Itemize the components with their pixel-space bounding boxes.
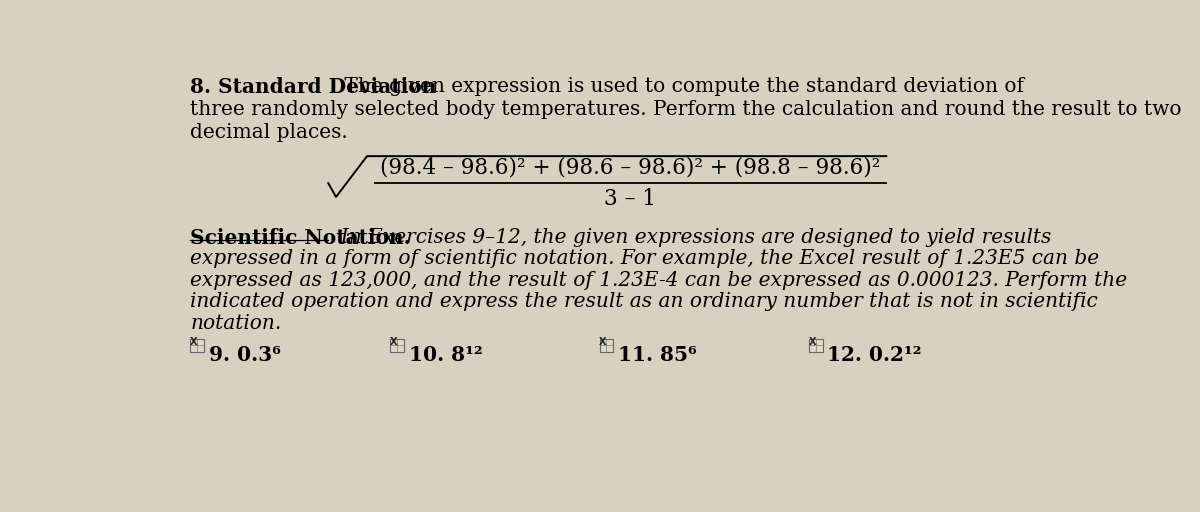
Text: 11. 85⁶: 11. 85⁶ <box>618 345 697 365</box>
Text: The given expression is used to compute the standard deviation of: The given expression is used to compute … <box>337 77 1024 96</box>
Text: (98.4 – 98.6)² + (98.6 – 98.6)² + (98.8 – 98.6)²: (98.4 – 98.6)² + (98.6 – 98.6)² + (98.8 … <box>380 157 881 179</box>
Text: X: X <box>809 337 816 347</box>
Text: decimal places.: decimal places. <box>191 123 348 142</box>
Text: 12. 0.2¹²: 12. 0.2¹² <box>827 345 922 365</box>
Text: 8. Standard Deviation: 8. Standard Deviation <box>191 77 437 97</box>
Text: X: X <box>390 337 397 347</box>
Text: 10. 8¹²: 10. 8¹² <box>409 345 482 365</box>
Text: three randomly selected body temperatures. Perform the calculation and round the: three randomly selected body temperature… <box>191 100 1182 119</box>
Text: 3 – 1: 3 – 1 <box>605 188 656 210</box>
Text: indicated operation and express the result as an ordinary number that is not in : indicated operation and express the resu… <box>191 292 1098 311</box>
Text: Scientific Notation.: Scientific Notation. <box>191 228 410 248</box>
FancyBboxPatch shape <box>600 338 613 352</box>
FancyBboxPatch shape <box>390 338 404 352</box>
Text: X: X <box>190 337 198 347</box>
FancyBboxPatch shape <box>191 338 204 352</box>
Text: X: X <box>599 337 607 347</box>
Text: expressed as 123,000, and the result of 1.23E-4 can be expressed as 0.000123. Pe: expressed as 123,000, and the result of … <box>191 271 1128 290</box>
Text: expressed in a form of scientific notation. For example, the Excel result of 1.2: expressed in a form of scientific notati… <box>191 249 1099 268</box>
FancyBboxPatch shape <box>809 338 823 352</box>
Text: 9. 0.3⁶: 9. 0.3⁶ <box>209 345 281 365</box>
Text: In Exercises 9–12, the given expressions are designed to yield results: In Exercises 9–12, the given expressions… <box>329 228 1051 247</box>
Text: notation.: notation. <box>191 314 282 333</box>
